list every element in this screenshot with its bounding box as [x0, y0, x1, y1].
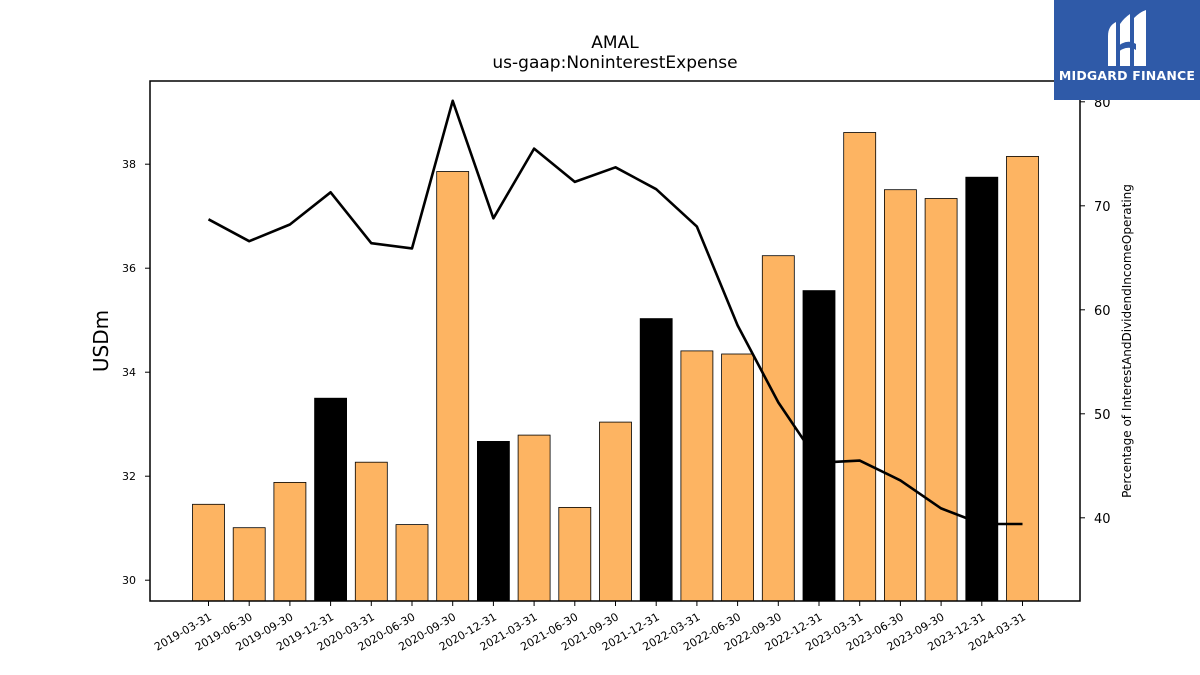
bar-2021-03-31 — [517, 434, 551, 602]
midgard-logo: MIDGARD FINANCE — [1054, 0, 1200, 100]
ytick-label-32: 32 — [122, 470, 136, 483]
bar-2023-06-30 — [884, 189, 917, 602]
percentage-line — [207, 99, 1023, 526]
y-axis-label: USDm — [89, 310, 113, 372]
bar-2021-09-30 — [599, 421, 632, 602]
logo-text: MIDGARD FINANCE — [1058, 68, 1196, 83]
bar-2022-06-30 — [721, 353, 754, 602]
y2-axis-label: Percentage of InterestAndDividendIncomeO… — [1120, 184, 1134, 498]
bar-2020-06-30 — [395, 524, 429, 602]
ytick-label-30: 30 — [122, 574, 136, 587]
bar-2020-12-31 — [476, 440, 510, 602]
ytick-label-34: 34 — [122, 366, 136, 379]
y2tick-label-40: 40 — [1094, 512, 1111, 527]
bar-2020-03-31 — [354, 461, 388, 602]
bar-2024-03-31 — [1006, 155, 1039, 602]
left-axis: 30 32 34 36 38 — [122, 158, 150, 587]
bar-2020-09-30 — [436, 171, 470, 602]
x-axis: 2019-03-312019-06-302019-09-302019-12-31… — [152, 601, 1028, 654]
bar-2022-03-31 — [680, 350, 714, 602]
y2tick-label-50: 50 — [1094, 408, 1111, 423]
ytick-label-38: 38 — [122, 158, 136, 171]
bars-group — [192, 132, 1039, 602]
bar-2019-03-31 — [192, 503, 225, 602]
bar-2019-09-30 — [273, 481, 307, 602]
bar-2019-12-31 — [314, 397, 348, 602]
y2tick-label-70: 70 — [1094, 200, 1111, 215]
bar-2019-06-30 — [232, 527, 266, 602]
chart-title: AMAL — [591, 33, 639, 53]
y2tick-label-60: 60 — [1094, 304, 1111, 319]
line-group — [207, 99, 1023, 526]
bar-2023-12-31 — [965, 176, 999, 602]
bar-2021-12-31 — [639, 318, 673, 602]
bar-2023-09-30 — [924, 198, 958, 602]
ytick-label-36: 36 — [122, 262, 136, 275]
bar-2022-09-30 — [761, 255, 795, 602]
chart-subtitle: us-gaap:NoninterestExpense — [492, 53, 737, 73]
midgard-logo-icon — [1108, 10, 1146, 66]
bar-2021-06-30 — [558, 506, 592, 602]
bar-2023-03-31 — [843, 132, 877, 602]
